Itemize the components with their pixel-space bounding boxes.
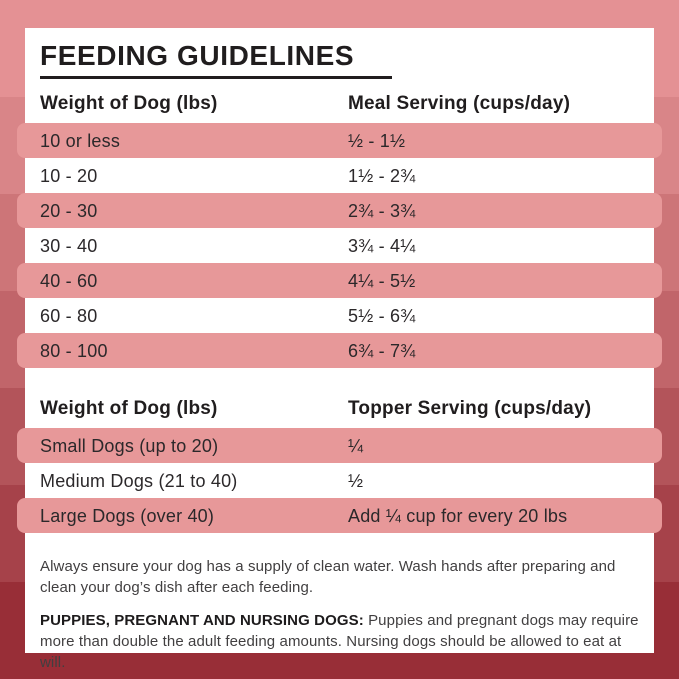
table-row: 60 - 80 5½ - 6¾ xyxy=(25,298,654,333)
title-underline xyxy=(40,76,392,79)
table-row: 10 or less ½ - 1½ xyxy=(17,123,662,158)
table-row: 10 - 20 1½ - 2¾ xyxy=(25,158,654,193)
topper-table: Small Dogs (up to 20) ¼ Medium Dogs (21 … xyxy=(17,428,662,533)
meal-table-header: Weight of Dog (lbs) Meal Serving (cups/d… xyxy=(40,93,639,115)
puppies-note-text: Puppies and pregnant dogs may require mo… xyxy=(40,612,639,671)
weight-cell: 10 or less xyxy=(40,130,121,151)
weight-cell: Medium Dogs (21 to 40) xyxy=(40,470,238,491)
weight-cell: 10 - 20 xyxy=(40,165,98,186)
weight-cell: 20 - 30 xyxy=(40,200,98,221)
serving-cell: ½ xyxy=(348,470,364,491)
topper-weight-column-header: Weight of Dog (lbs) xyxy=(40,398,218,419)
page-title: FEEDING GUIDELINES xyxy=(40,40,355,71)
serving-cell: 4¼ - 5½ xyxy=(348,270,416,291)
weight-cell: 40 - 60 xyxy=(40,270,98,291)
meal-serving-column-header: Meal Serving (cups/day) xyxy=(348,93,571,114)
puppies-note: PUPPIES, PREGNANT AND NURSING DOGS: Pupp… xyxy=(40,610,639,673)
puppies-note-label: PUPPIES, PREGNANT AND NURSING DOGS: xyxy=(40,612,364,629)
meal-table: 10 or less ½ - 1½ 10 - 20 1½ - 2¾ 20 - 3… xyxy=(17,123,662,368)
serving-cell: ¼ xyxy=(348,435,364,456)
feeding-guidelines-card: FEEDING GUIDELINES Weight of Dog (lbs) M… xyxy=(17,28,662,671)
table-row: Medium Dogs (21 to 40) ½ xyxy=(25,463,654,498)
table-row: Small Dogs (up to 20) ¼ xyxy=(17,428,662,463)
serving-cell: 6¾ - 7¾ xyxy=(348,340,416,361)
table-row: 30 - 40 3¾ - 4¼ xyxy=(25,228,654,263)
topper-serving-column-header: Topper Serving (cups/day) xyxy=(348,398,592,419)
serving-cell: 5½ - 6¾ xyxy=(348,305,416,326)
weight-cell: 80 - 100 xyxy=(40,340,108,361)
serving-cell: 2¾ - 3¾ xyxy=(348,200,416,221)
table-row: 20 - 30 2¾ - 3¾ xyxy=(17,193,662,228)
table-row: Large Dogs (over 40) Add ¼ cup for every… xyxy=(17,498,662,533)
clean-water-note: Always ensure your dog has a supply of c… xyxy=(40,558,616,596)
table-row: 80 - 100 6¾ - 7¾ xyxy=(17,333,662,368)
serving-cell: 1½ - 2¾ xyxy=(348,165,416,186)
table-row: 40 - 60 4¼ - 5½ xyxy=(17,263,662,298)
weight-cell: Small Dogs (up to 20) xyxy=(40,435,219,456)
topper-table-header: Weight of Dog (lbs) Topper Serving (cups… xyxy=(40,398,639,420)
serving-cell: Add ¼ cup for every 20 lbs xyxy=(348,505,568,526)
footer-notes: Always ensure your dog has a supply of c… xyxy=(40,556,639,673)
serving-cell: 3¾ - 4¼ xyxy=(348,235,416,256)
serving-cell: ½ - 1½ xyxy=(348,130,406,151)
weight-cell: Large Dogs (over 40) xyxy=(40,505,215,526)
weight-cell: 60 - 80 xyxy=(40,305,98,326)
meal-weight-column-header: Weight of Dog (lbs) xyxy=(40,93,218,114)
weight-cell: 30 - 40 xyxy=(40,235,98,256)
